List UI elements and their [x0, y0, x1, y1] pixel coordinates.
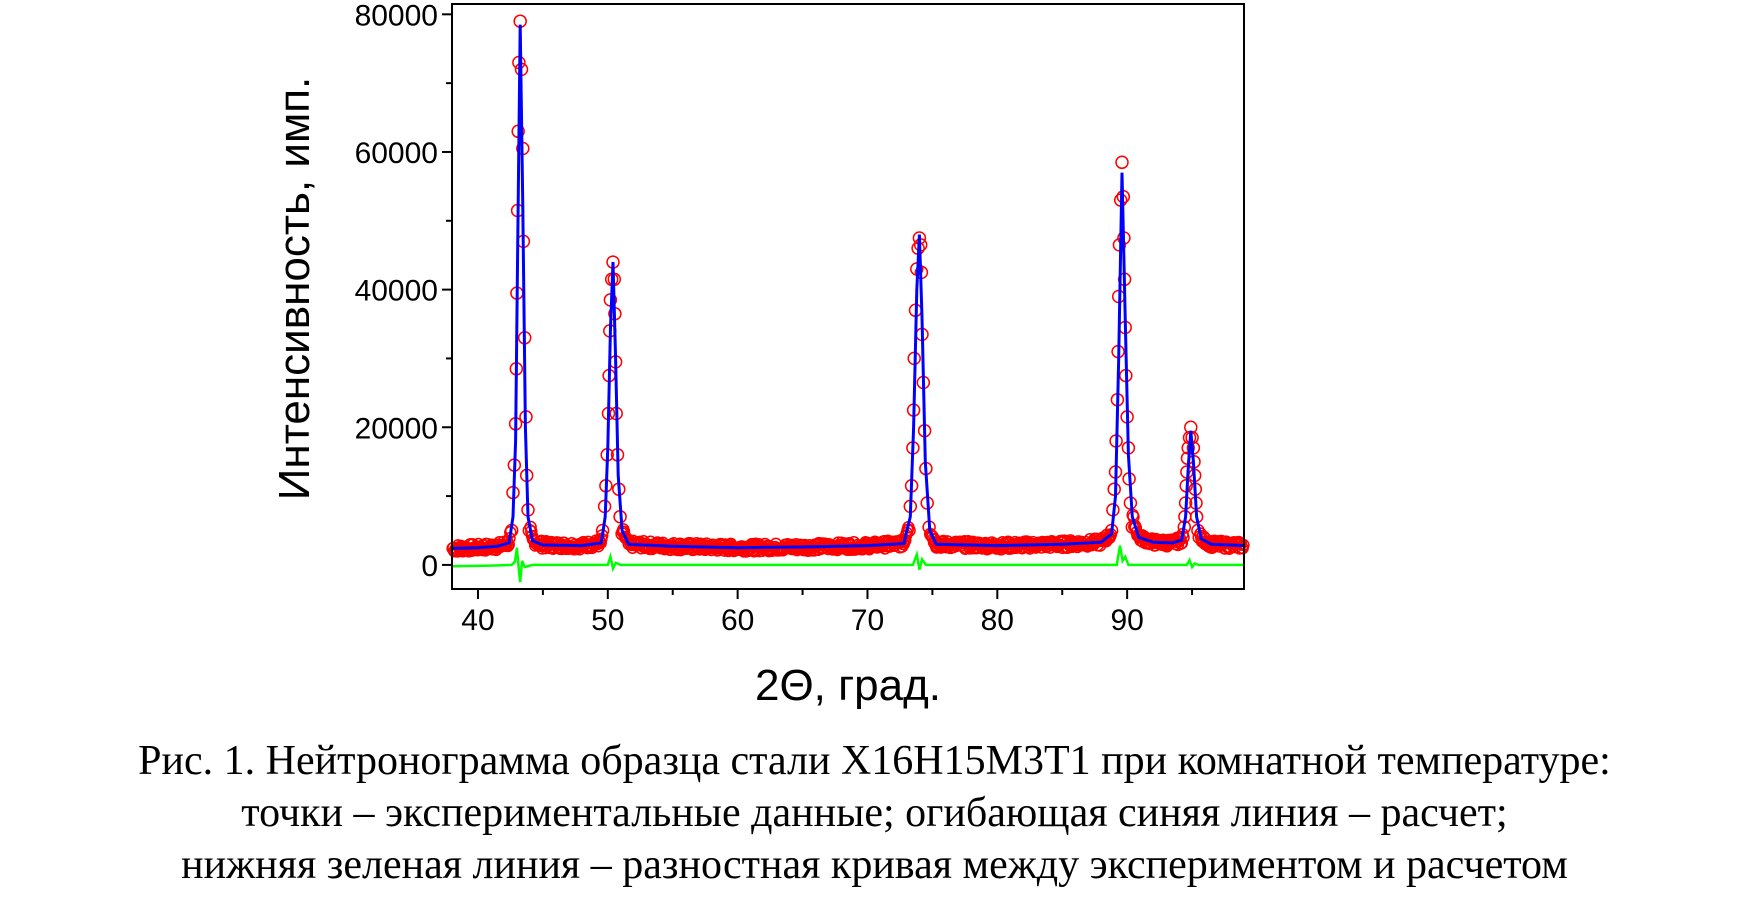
figure-caption-line-1: Рис. 1. Нейтронограмма образца стали Х16…: [138, 738, 1611, 784]
diffraction-chart: 40 50 60 70 80 90 0 20000 40000 60000 80000 2Θ, г…: [270, 0, 1250, 710]
y-tick-label: 40000: [355, 275, 438, 308]
x-tick-label: 50: [591, 604, 624, 637]
x-tick-label: 40: [461, 604, 494, 637]
calculated-curve: [451, 24, 1245, 550]
difference-curve: [451, 545, 1244, 583]
x-tick-label: 60: [721, 604, 754, 637]
plot-frame: [451, 3, 1245, 590]
figure-caption-line-3: нижняя зеленая линия – разностная кривая…: [181, 842, 1568, 888]
x-tick-label: 80: [981, 604, 1014, 637]
y-axis-title: Интенсивность, имп.: [270, 77, 319, 500]
x-tick-label: 90: [1110, 604, 1143, 637]
figure-caption-line-2: точки – экспериментальные данные; огибаю…: [241, 790, 1508, 836]
x-axis-ticks: 40 50 60 70 80 90: [461, 589, 1194, 637]
y-tick-label: 80000: [355, 0, 438, 32]
x-axis-title: 2Θ, град.: [755, 661, 941, 710]
data-point: [1115, 155, 1129, 170]
y-tick-label: 60000: [355, 137, 438, 170]
plot-area: [446, 14, 1250, 583]
y-tick-label: 0: [421, 550, 438, 583]
y-axis-ticks: 0 20000 40000 60000 80000: [355, 0, 452, 583]
x-tick-label: 70: [851, 604, 884, 637]
y-tick-label: 20000: [355, 412, 438, 445]
